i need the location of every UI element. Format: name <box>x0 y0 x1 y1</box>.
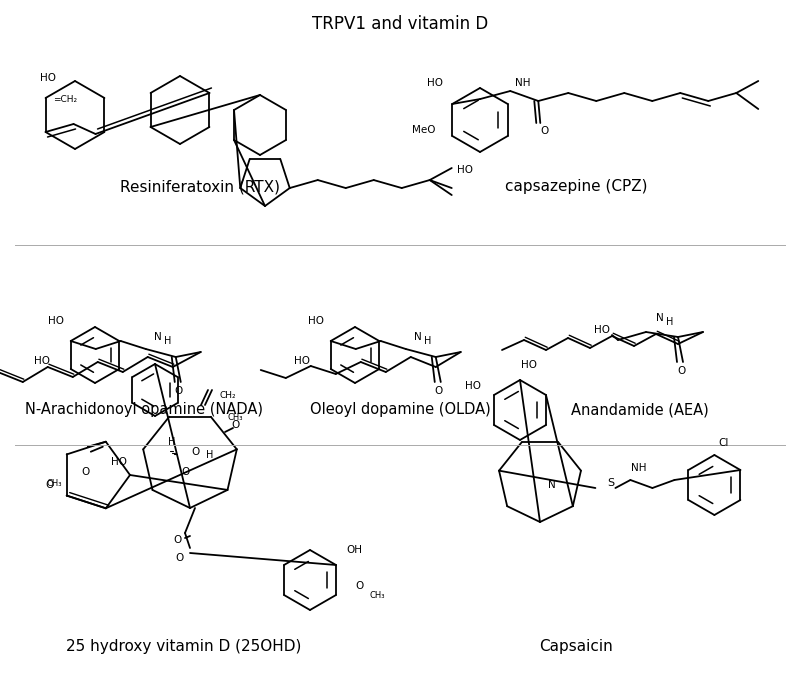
Text: O: O <box>176 553 184 563</box>
Text: capsazepine (CPZ): capsazepine (CPZ) <box>505 179 647 194</box>
Text: HO: HO <box>111 457 127 466</box>
Text: H: H <box>206 450 214 460</box>
Text: HO: HO <box>34 356 50 366</box>
Text: HO: HO <box>40 72 56 82</box>
Text: OH: OH <box>346 545 362 555</box>
Text: H: H <box>424 336 431 346</box>
Text: N: N <box>414 332 422 342</box>
Text: HO: HO <box>465 381 481 391</box>
Text: Capsaicin: Capsaicin <box>539 639 613 654</box>
Text: Anandamide (AEA): Anandamide (AEA) <box>571 402 709 417</box>
Text: O: O <box>231 420 239 430</box>
Text: O: O <box>677 366 685 376</box>
Text: =CH₂: =CH₂ <box>53 95 77 103</box>
Text: CH₃: CH₃ <box>370 591 386 600</box>
Text: H: H <box>168 437 176 447</box>
Text: O: O <box>355 581 363 591</box>
Text: N: N <box>656 313 664 323</box>
Text: O: O <box>174 386 183 396</box>
Text: O: O <box>191 447 199 457</box>
Text: N: N <box>154 332 162 342</box>
Text: H: H <box>666 317 674 327</box>
Text: O: O <box>46 481 54 491</box>
Text: MeO: MeO <box>412 124 435 135</box>
Text: HO: HO <box>457 165 473 175</box>
Text: S: S <box>607 478 614 488</box>
Text: O: O <box>540 126 549 136</box>
Text: HO: HO <box>294 356 310 366</box>
Text: O: O <box>434 386 443 396</box>
Text: HO: HO <box>427 78 443 88</box>
Text: NH: NH <box>630 463 646 473</box>
Text: H: H <box>164 336 171 346</box>
Text: HO: HO <box>308 316 324 327</box>
Text: TRPV1 and vitamin D: TRPV1 and vitamin D <box>312 15 488 33</box>
Text: CH₃: CH₃ <box>228 414 243 422</box>
Text: HO: HO <box>521 360 537 370</box>
Text: N: N <box>548 480 556 490</box>
Text: Cl: Cl <box>718 438 729 448</box>
Text: CH₂: CH₂ <box>220 391 237 400</box>
Text: HO: HO <box>48 316 64 327</box>
Text: N-Arachidonoyl opamine (NADA): N-Arachidonoyl opamine (NADA) <box>25 402 263 417</box>
Text: 25 hydroxy vitamin D (25OHD): 25 hydroxy vitamin D (25OHD) <box>66 639 302 654</box>
Text: Oleoyl dopamine (OLDA): Oleoyl dopamine (OLDA) <box>310 402 490 417</box>
Text: O: O <box>82 466 90 477</box>
Text: O: O <box>181 467 189 477</box>
Text: Resiniferatoxin (RTX): Resiniferatoxin (RTX) <box>120 179 280 194</box>
Text: NH: NH <box>515 78 530 88</box>
Text: O: O <box>173 535 181 545</box>
Text: HO: HO <box>594 325 610 335</box>
Text: CH₃: CH₃ <box>47 479 62 488</box>
